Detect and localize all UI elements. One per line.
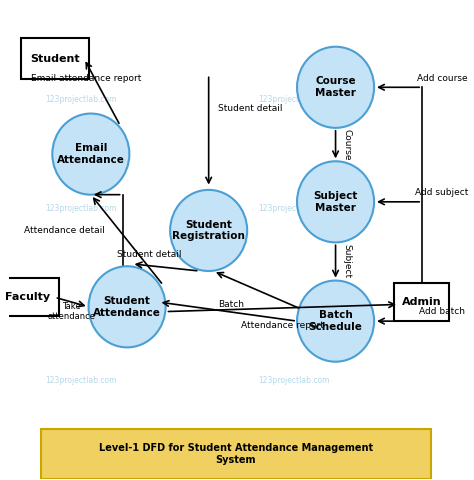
- Text: Student
Registration: Student Registration: [172, 220, 245, 241]
- Text: 123projectlab.com: 123projectlab.com: [258, 95, 330, 104]
- Text: 123projectlab.com: 123projectlab.com: [258, 204, 330, 214]
- Text: Student: Student: [30, 54, 79, 64]
- Text: Student
Attendance: Student Attendance: [93, 296, 161, 318]
- FancyBboxPatch shape: [0, 278, 59, 316]
- Text: Faculty: Faculty: [5, 292, 50, 302]
- Text: Student detail: Student detail: [218, 104, 282, 113]
- Text: Subject: Subject: [342, 244, 351, 278]
- Circle shape: [52, 114, 129, 195]
- Text: Batch: Batch: [219, 300, 244, 309]
- Text: Attendance detail: Attendance detail: [24, 226, 104, 235]
- FancyBboxPatch shape: [20, 38, 89, 79]
- Text: Admin: Admin: [402, 297, 441, 307]
- Text: 123projectlab.com: 123projectlab.com: [258, 376, 330, 385]
- Text: Level-1 DFD for Student Attendance Management
System: Level-1 DFD for Student Attendance Manag…: [99, 443, 373, 465]
- Text: Email
Attendance: Email Attendance: [57, 144, 125, 165]
- Text: Email attendance report: Email attendance report: [31, 73, 141, 83]
- Text: Course: Course: [342, 129, 351, 160]
- Circle shape: [297, 47, 374, 128]
- Text: Subject
Master: Subject Master: [313, 191, 358, 213]
- Text: 123projectlab.com: 123projectlab.com: [46, 95, 117, 104]
- Text: Add subject: Add subject: [415, 188, 469, 197]
- FancyBboxPatch shape: [41, 429, 431, 479]
- Text: Take
attendance: Take attendance: [47, 302, 96, 322]
- Circle shape: [297, 161, 374, 242]
- Circle shape: [89, 266, 165, 348]
- Text: Batch
Schedule: Batch Schedule: [309, 311, 363, 332]
- Text: 123projectlab.com: 123projectlab.com: [46, 204, 117, 214]
- Text: Add batch: Add batch: [419, 307, 465, 316]
- Text: Course
Master: Course Master: [315, 76, 356, 98]
- Text: Student detail: Student detail: [118, 250, 182, 259]
- Text: 123projectlab.com: 123projectlab.com: [46, 376, 117, 385]
- Circle shape: [297, 281, 374, 362]
- Circle shape: [170, 190, 247, 271]
- Text: Attendance report: Attendance report: [241, 321, 324, 330]
- FancyBboxPatch shape: [394, 283, 449, 321]
- Text: Add course: Add course: [417, 73, 467, 83]
